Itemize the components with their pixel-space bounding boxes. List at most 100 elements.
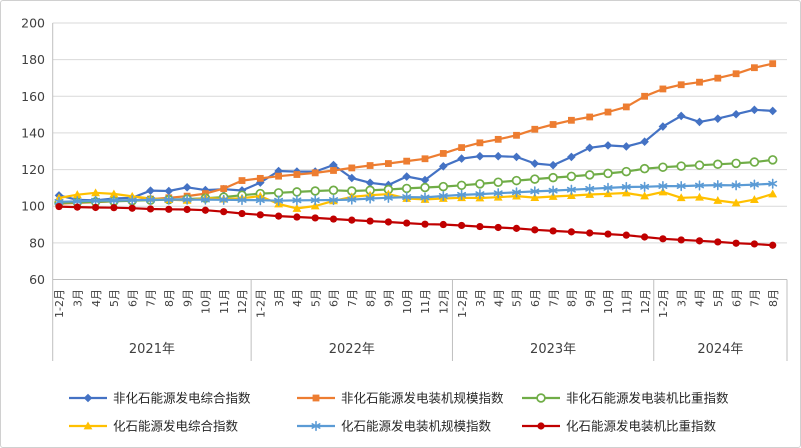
legend-item: 化石能源发电装机规模指数 [297, 419, 492, 434]
x-axis-month-label: 12月 [438, 289, 451, 314]
square-marker-icon [275, 172, 282, 180]
circle-marker-icon [366, 217, 374, 225]
square-marker-icon [586, 113, 594, 121]
x-axis-month-label: 8月 [163, 289, 176, 307]
triangle-marker-icon [567, 191, 576, 199]
series-line [58, 108, 773, 202]
circle-marker-icon [183, 205, 191, 214]
asterisk-marker-icon [585, 183, 595, 194]
x-axis-month-label: 8月 [767, 289, 780, 307]
x-axis-year-label: 2024年 [697, 342, 743, 357]
x-axis-year-label: 2021年 [129, 342, 175, 357]
y-axis-label: 140 [21, 125, 45, 140]
triangle-marker-icon [548, 192, 558, 200]
circle-marker-icon [622, 231, 630, 239]
series-5 [55, 202, 777, 249]
open-circle-marker-icon [511, 175, 522, 186]
square-marker-icon [769, 60, 777, 68]
square-marker-icon [385, 160, 392, 167]
asterisk-marker-icon [457, 189, 467, 200]
square-marker-icon [677, 81, 685, 89]
x-axis-month-label: 4月 [492, 289, 505, 307]
asterisk-marker-icon [658, 180, 668, 192]
circle-marker-icon [92, 203, 100, 212]
circle-marker-icon [165, 205, 173, 213]
circle-marker-icon [439, 220, 447, 229]
diamond-marker-icon [402, 172, 411, 181]
square-marker-icon [421, 155, 429, 163]
circle-marker-icon [586, 229, 594, 237]
square-marker-icon [696, 78, 703, 86]
diamond-marker-icon [182, 183, 192, 192]
asterisk-marker-icon [603, 182, 613, 193]
diamond-marker-icon [365, 178, 375, 188]
square-marker-icon [641, 92, 648, 100]
open-circle-marker-icon [566, 171, 577, 182]
asterisk-marker-icon [676, 180, 686, 192]
open-circle-marker-icon [658, 162, 668, 172]
asterisk-marker-icon [310, 195, 320, 206]
open-circle-marker-icon [456, 180, 467, 191]
triangle-marker-icon [676, 193, 686, 202]
diamond-marker-icon [548, 160, 558, 170]
open-circle-marker-icon [548, 172, 558, 183]
open-circle-marker-icon [328, 185, 339, 196]
x-axis-month-label: 9月 [181, 289, 194, 307]
y-axis-label: 80 [29, 235, 45, 250]
x-axis-month-label: 11月 [419, 289, 432, 314]
asterisk-marker-icon [292, 195, 302, 206]
x-axis-month-label: 3月 [474, 289, 487, 307]
y-axis-label: 120 [21, 162, 45, 177]
asterisk-marker-icon [328, 194, 339, 206]
square-marker-icon [476, 139, 484, 147]
asterisk-marker-icon [731, 180, 741, 191]
asterisk-marker-icon [146, 194, 155, 205]
open-circle-marker-icon [475, 179, 485, 189]
square-marker-icon [549, 121, 557, 128]
series-4 [54, 178, 778, 207]
legend-label: 化石能源发电综合指数 [113, 419, 239, 434]
circle-marker-icon [55, 202, 63, 211]
x-axis-month-label: 7月 [749, 289, 762, 307]
square-marker-icon [220, 185, 228, 193]
asterisk-marker-icon [493, 188, 503, 199]
x-axis-month-label: 10月 [401, 289, 414, 314]
series-line [58, 182, 773, 203]
circle-marker-icon [549, 227, 557, 235]
x-axis-month-label: 7月 [547, 289, 560, 307]
diamond-marker-icon [713, 114, 723, 123]
square-marker-icon [513, 131, 520, 139]
diamond-marker-icon [164, 186, 174, 196]
legend-label: 非化石能源发电装机比重指数 [566, 391, 729, 406]
circle-marker-icon [238, 209, 246, 218]
triangle-marker-icon [768, 189, 778, 198]
square-marker-icon [659, 85, 667, 93]
circle-marker-icon [512, 224, 521, 232]
diamond-marker-icon [585, 143, 594, 153]
asterisk-marker-icon [311, 420, 321, 432]
asterisk-marker-icon [694, 180, 705, 191]
circle-marker-icon [275, 212, 283, 220]
square-marker-icon [366, 162, 374, 169]
diamond-marker-icon [731, 109, 741, 119]
series-line [58, 62, 773, 205]
x-axis-year-label: 2023年 [530, 342, 576, 357]
asterisk-marker-icon [402, 191, 412, 203]
asterisk-marker-icon [749, 179, 759, 190]
circle-marker-icon [293, 213, 301, 221]
circle-marker-icon [329, 215, 338, 223]
circle-marker-icon [769, 241, 777, 249]
circle-marker-icon [750, 240, 759, 248]
asterisk-marker-icon [274, 195, 284, 206]
x-axis-month-label: 1-2月 [255, 289, 268, 318]
legend-label: 非化石能源发电综合指数 [113, 391, 251, 406]
asterisk-marker-icon [511, 187, 522, 198]
asterisk-marker-icon [420, 192, 430, 203]
circle-marker-icon [201, 206, 209, 214]
square-marker-icon [714, 74, 722, 82]
legend-label: 化石能源发电装机比重指数 [566, 419, 717, 434]
asterisk-marker-icon [566, 184, 576, 195]
square-marker-icon [403, 157, 411, 165]
circle-marker-icon [695, 237, 704, 245]
square-marker-icon [494, 135, 502, 143]
